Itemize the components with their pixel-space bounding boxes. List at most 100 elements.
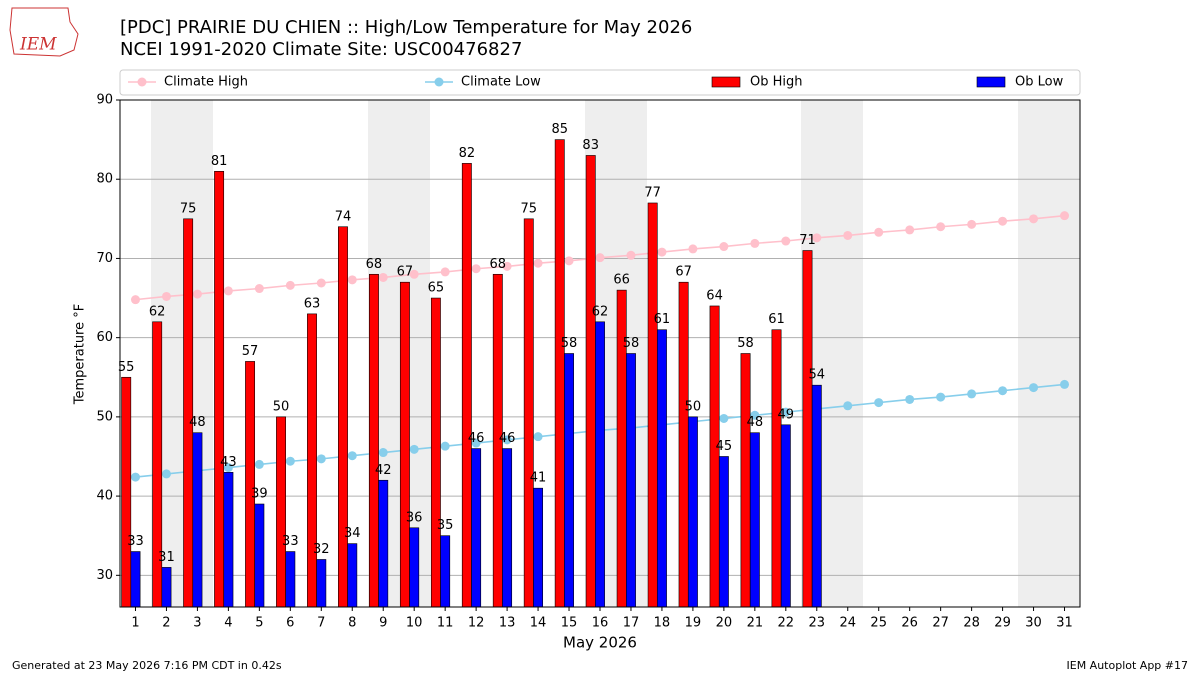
bar [687, 416, 698, 608]
point [192, 289, 202, 299]
point [719, 242, 729, 252]
bar [749, 432, 760, 608]
y-axis-label: Temperature °F [73, 304, 88, 405]
bar [245, 361, 256, 608]
data-label: 81 [211, 154, 228, 169]
point [1029, 214, 1039, 224]
data-label: 77 [644, 185, 661, 200]
legend-label: Ob Low [1015, 75, 1064, 90]
point [1060, 379, 1070, 389]
bar [409, 527, 420, 608]
bar [161, 567, 172, 608]
y-tick-label: 70 [96, 251, 113, 266]
bar [368, 273, 379, 608]
point [502, 261, 512, 271]
bar [285, 551, 296, 608]
x-tick-label: 20 [716, 616, 733, 631]
data-label: 75 [180, 201, 197, 216]
data-label: 58 [623, 336, 640, 351]
x-tick-label: 16 [592, 616, 609, 631]
data-label: 54 [809, 368, 826, 383]
y-tick-label: 80 [96, 172, 113, 187]
bar [276, 416, 286, 608]
point [750, 410, 760, 420]
point [936, 222, 946, 232]
data-label: 36 [406, 510, 423, 525]
x-tick-label: 19 [685, 616, 702, 631]
x-tick-label: 28 [963, 616, 980, 631]
bar [338, 226, 348, 608]
x-tick-label: 11 [437, 616, 454, 631]
bar [626, 353, 636, 608]
point [347, 451, 357, 461]
data-label: 43 [220, 455, 237, 470]
x-tick-label: 5 [255, 616, 263, 631]
x-tick-label: 8 [348, 616, 356, 631]
plot-frame [119, 99, 1081, 608]
bar [440, 535, 451, 608]
weekend-band [1018, 100, 1080, 607]
bar [130, 551, 141, 608]
point [471, 264, 481, 274]
bar [399, 281, 410, 608]
legend-label: Ob High [750, 75, 803, 90]
point [967, 219, 977, 229]
point [223, 463, 233, 473]
data-label: 41 [530, 471, 547, 486]
x-tick-label: 27 [932, 616, 949, 631]
bar [533, 487, 544, 608]
bar [780, 424, 791, 608]
data-label: 66 [613, 273, 630, 288]
data-label: 48 [747, 415, 764, 430]
data-label: 45 [716, 439, 733, 454]
point [626, 250, 636, 260]
point [905, 225, 915, 235]
point [781, 236, 791, 246]
bar [718, 456, 729, 608]
point [347, 275, 357, 285]
bar [378, 479, 389, 608]
y-tick-label: 60 [96, 330, 113, 345]
logo-outline [9, 7, 79, 57]
data-label: 31 [158, 550, 175, 565]
data-label: 46 [499, 431, 516, 446]
data-label: 75 [521, 201, 538, 216]
point [781, 407, 791, 417]
data-label: 62 [149, 304, 166, 319]
point [409, 444, 419, 454]
bar [316, 559, 327, 608]
point [316, 454, 326, 464]
bar [183, 218, 194, 608]
data-label: 55 [118, 360, 135, 375]
x-tick-label: 31 [1056, 616, 1073, 631]
bar [595, 321, 605, 608]
data-label: 63 [304, 296, 321, 311]
data-label: 68 [490, 257, 507, 272]
point [378, 272, 388, 282]
x-tick-label: 1 [131, 616, 139, 631]
point [812, 233, 822, 243]
point [130, 472, 140, 482]
point [688, 244, 698, 254]
point [750, 238, 760, 248]
bar [811, 384, 822, 608]
x-tick-label: 7 [317, 616, 325, 631]
data-label: 83 [582, 138, 599, 153]
point [936, 392, 946, 402]
x-tick-label: 21 [747, 616, 764, 631]
bar [502, 448, 513, 608]
bar [430, 297, 441, 608]
logo-text: IEM [19, 35, 57, 55]
data-label: 46 [468, 431, 485, 446]
data-label: 48 [189, 415, 206, 430]
point [874, 398, 884, 408]
point [316, 278, 326, 288]
bar [802, 250, 813, 608]
bar [254, 503, 265, 608]
chart-subtitle: NCEI 1991-2020 Climate Site: USC00476827 [120, 39, 522, 60]
data-label: 64 [706, 288, 723, 303]
x-tick-label: 30 [1025, 616, 1042, 631]
point [254, 459, 264, 469]
legend-label: Climate Low [461, 75, 541, 90]
bar [121, 376, 132, 608]
